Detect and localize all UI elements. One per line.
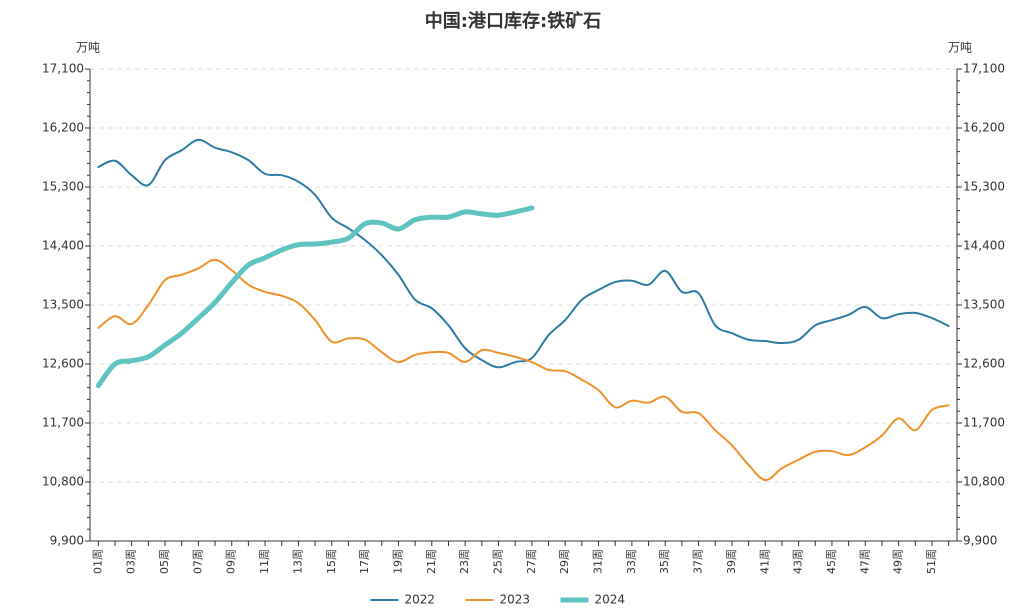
series-line bbox=[97, 258, 950, 482]
y-tick-label: 13,500 bbox=[42, 298, 84, 312]
y2-tick-label: 11,700 bbox=[963, 416, 1005, 430]
x-tick-label: 07周 bbox=[191, 549, 204, 574]
legend-label: 2024 bbox=[595, 593, 626, 607]
y2-tick-label: 10,800 bbox=[963, 475, 1005, 489]
x-tick-label: 01周 bbox=[91, 549, 104, 574]
y2-tick-label: 12,600 bbox=[963, 357, 1005, 371]
y-tick-label: 12,600 bbox=[42, 357, 84, 371]
chart-title: 中国:港口库存:铁矿石 bbox=[425, 10, 601, 32]
x-tick-label: 25周 bbox=[491, 549, 504, 574]
x-tick-label: 05周 bbox=[158, 549, 171, 574]
y2-tick-label: 13,500 bbox=[963, 298, 1005, 312]
x-tick-label: 33周 bbox=[625, 549, 638, 574]
x-tick-label: 51周 bbox=[925, 549, 938, 574]
y-tick-label: 11,700 bbox=[42, 416, 84, 430]
y2-tick-label: 17,100 bbox=[963, 62, 1005, 76]
y-tick-label: 9,900 bbox=[50, 534, 84, 548]
x-tick-label: 13周 bbox=[291, 549, 304, 574]
y2-tick-label: 9,900 bbox=[963, 534, 997, 548]
x-tick-label: 43周 bbox=[792, 549, 805, 574]
y-tick-label: 15,300 bbox=[42, 180, 84, 194]
x-tick-label: 31周 bbox=[592, 549, 605, 574]
series-line bbox=[95, 205, 535, 389]
x-tick-label: 35周 bbox=[658, 549, 671, 574]
x-tick-label: 11周 bbox=[258, 549, 271, 574]
y-tick-label: 10,800 bbox=[42, 475, 84, 489]
legend-label: 2022 bbox=[405, 593, 436, 607]
x-tick-label: 49周 bbox=[892, 549, 905, 574]
y2-tick-label: 16,200 bbox=[963, 121, 1005, 135]
y2-tick-label: 14,400 bbox=[963, 239, 1005, 253]
x-tick-label: 41周 bbox=[758, 549, 771, 574]
x-tick-label: 19周 bbox=[391, 549, 404, 574]
y2-tick-label: 15,300 bbox=[963, 180, 1005, 194]
x-tick-label: 21周 bbox=[425, 549, 438, 574]
y2-unit: 万吨 bbox=[948, 41, 972, 55]
x-tick-label: 27周 bbox=[525, 549, 538, 574]
legend-label: 2023 bbox=[500, 593, 531, 607]
x-tick-label: 15周 bbox=[325, 549, 338, 574]
x-tick-label: 03周 bbox=[125, 549, 138, 574]
x-tick-label: 39周 bbox=[725, 549, 738, 574]
x-tick-label: 17周 bbox=[358, 549, 371, 574]
y-tick-label: 17,100 bbox=[42, 62, 84, 76]
series-line bbox=[97, 138, 950, 369]
x-tick-label: 29周 bbox=[558, 549, 571, 574]
y-unit: 万吨 bbox=[76, 41, 100, 55]
x-tick-label: 37周 bbox=[692, 549, 705, 574]
y-tick-label: 16,200 bbox=[42, 121, 84, 135]
x-tick-label: 09周 bbox=[225, 549, 238, 574]
x-tick-label: 47周 bbox=[858, 549, 871, 574]
x-tick-label: 23周 bbox=[458, 549, 471, 574]
y-tick-label: 14,400 bbox=[42, 239, 84, 253]
x-tick-label: 45周 bbox=[825, 549, 838, 574]
